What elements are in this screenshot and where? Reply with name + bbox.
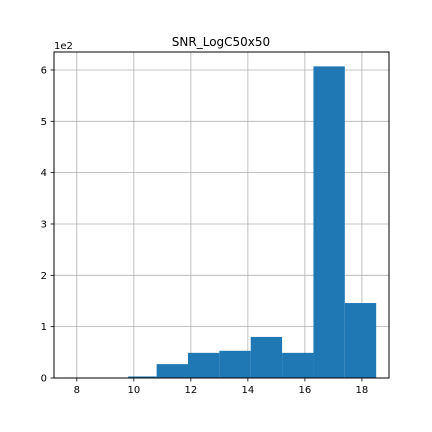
- histogram-bar-5: [188, 352, 220, 378]
- histogram-bar-4: [156, 364, 188, 378]
- plot-frame: [53, 51, 390, 379]
- x-tick-label: 12: [184, 385, 197, 396]
- y-tick-label: 1: [41, 322, 47, 333]
- y-tick-label: 0: [41, 374, 47, 385]
- histogram-bar-9: [313, 66, 345, 378]
- histogram-bar-6: [219, 350, 251, 378]
- chart-title: SNR_LogC50x50: [172, 35, 270, 49]
- y-tick-label: 3: [41, 219, 47, 230]
- x-tick-label: 8: [74, 385, 80, 396]
- y-tick-label: 4: [41, 168, 47, 179]
- histogram-bar-7: [250, 336, 283, 378]
- x-tick-label: 18: [356, 385, 369, 396]
- y-tick-label: 6: [41, 65, 47, 76]
- histogram-bars: [65, 66, 377, 378]
- histogram-bar-8: [282, 352, 314, 378]
- x-tick-label: 10: [127, 385, 140, 396]
- x-tick-label: 14: [242, 385, 255, 396]
- x-tick-label: 16: [299, 385, 312, 396]
- y-tick-label: 5: [41, 117, 47, 128]
- y-axis-multiplier-label: 1e2: [54, 41, 73, 52]
- histogram-bar-10: [344, 303, 377, 378]
- y-tick-label: 2: [41, 271, 47, 282]
- histogram-bar-3: [128, 376, 157, 378]
